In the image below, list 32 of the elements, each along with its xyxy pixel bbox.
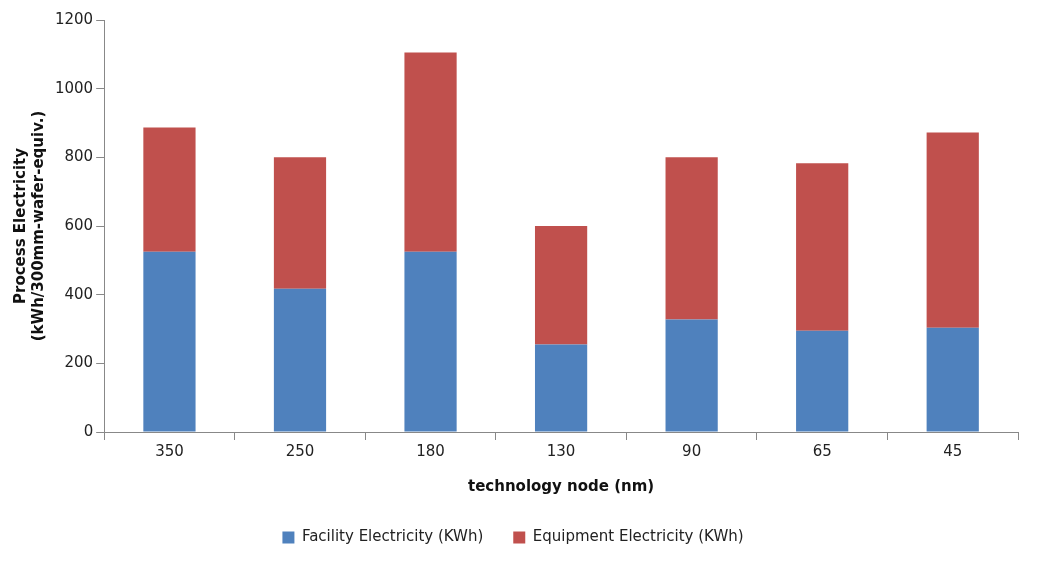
bar (796, 163, 849, 331)
y-tick-label: 200 (64, 353, 94, 372)
bar (534, 226, 588, 345)
x-tick-label: 180 (416, 441, 445, 460)
bar (143, 251, 196, 432)
y-tick-label: 600 (64, 215, 94, 234)
bar (273, 157, 327, 289)
bar (534, 344, 588, 432)
legend-label: Facility Electricity (KWh) (301, 527, 484, 546)
legend-label: Equipment Electricity (KWh) (532, 527, 744, 546)
x-tick-label: 350 (155, 441, 184, 460)
x-tick-label: 45 (943, 441, 963, 460)
bar (143, 127, 196, 252)
y-tick-label: 400 (64, 284, 94, 303)
bar (796, 330, 849, 432)
x-tick-label: 130 (546, 441, 576, 460)
y-tick-label: 1000 (54, 78, 94, 97)
bar (404, 52, 457, 252)
x-tick-label: 250 (285, 441, 315, 460)
x-tick-label: 65 (812, 441, 832, 460)
x-axis-title: technology node (nm) (467, 476, 655, 495)
x-tick-label: 90 (682, 441, 702, 460)
bar (926, 132, 979, 328)
bar (273, 288, 327, 432)
bar (665, 157, 718, 320)
bar (926, 327, 979, 432)
y-tick-label: 1200 (54, 9, 94, 28)
y-tick-label: 0 (83, 421, 94, 440)
bar (665, 319, 718, 432)
y-axis-title: Process Electricity (kWh/300mm-wafer-equiv.) (10, 110, 47, 342)
y-tick-label: 800 (64, 147, 94, 166)
bar (404, 251, 457, 432)
